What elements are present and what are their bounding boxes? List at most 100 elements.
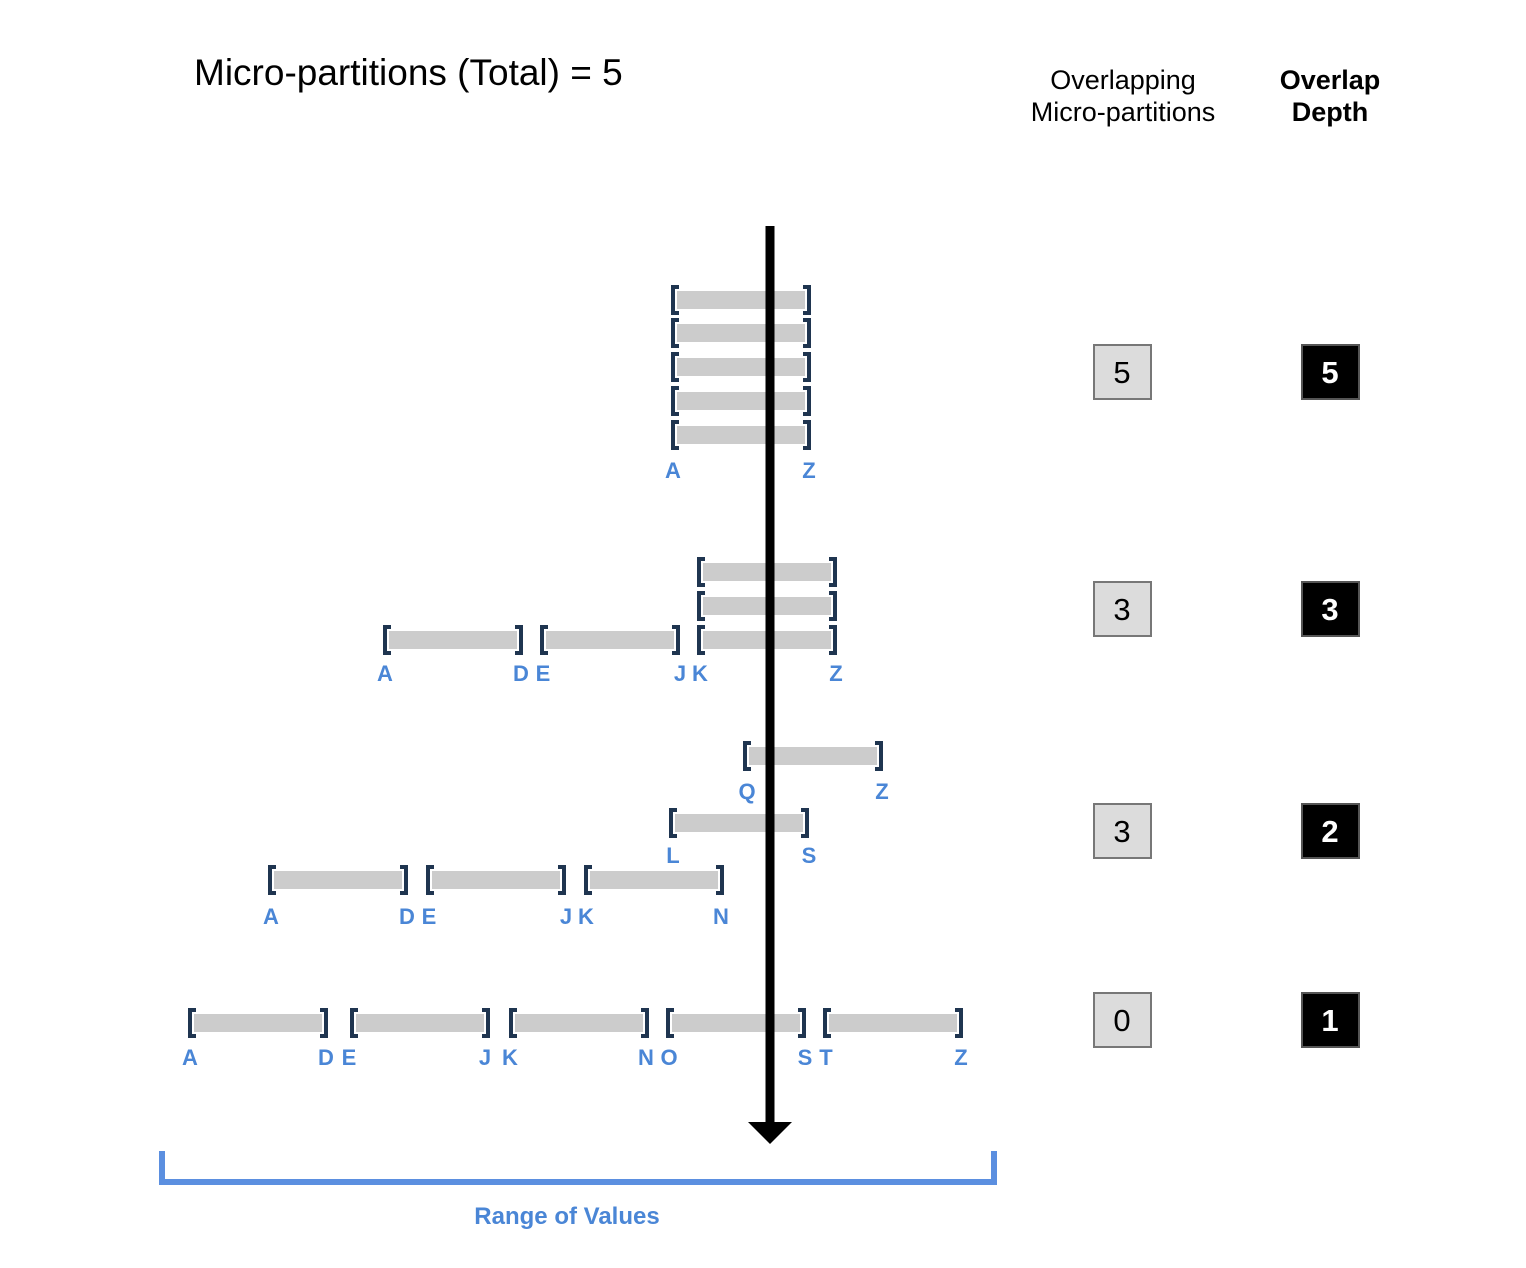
right-bracket-icon [803,285,811,315]
partition-bar [677,392,805,410]
range-letter-label: L [666,843,679,868]
right-bracket-icon [955,1008,963,1038]
right-bracket-icon [798,1008,806,1038]
right-bracket-icon [515,625,523,655]
overlapping-count-box: 0 [1093,992,1152,1048]
partition-bar [677,358,805,376]
right-bracket-icon [320,1008,328,1038]
left-bracket-icon [823,1008,831,1038]
overlap-depth-value: 5 [1321,355,1338,390]
range-letter-label: E [422,904,437,929]
overlap-depth-value: 1 [1321,1003,1338,1038]
range-letter-label: D [513,661,529,686]
micro-partition [509,1008,649,1038]
micro-partition [666,1008,806,1038]
overlap-depth-box: 5 [1301,344,1360,400]
right-bracket-icon [558,865,566,895]
overlapping-count-box-bg [1093,581,1152,637]
right-bracket-icon [801,808,809,838]
range-letter-label: D [318,1045,334,1070]
range-of-values-label: Range of Values [474,1203,659,1230]
partition-bar [590,871,718,889]
partition-bar [675,814,803,832]
partition-bar [194,1014,322,1032]
micro-partition [823,1008,963,1038]
overlapping-header-line2: Micro-partitions [1030,97,1216,127]
overlap-depth-header: Overlap Depth [1255,64,1405,128]
range-letter-label: A [665,458,681,483]
partition-bar [274,871,402,889]
overlap-depth-value: 2 [1321,814,1338,849]
depth-header-line2: Depth [1291,97,1369,127]
micro-partition [669,808,809,838]
overlapping-count-box-bg [1093,344,1152,400]
left-bracket-icon [584,865,592,895]
micro-partition [671,420,811,450]
right-bracket-icon [482,1008,490,1038]
right-bracket-icon [829,625,837,655]
range-letter-label: A [377,661,393,686]
range-letter-label: E [342,1045,357,1070]
range-letter-label: J [479,1045,491,1070]
range-letter-label: J [674,661,686,686]
right-bracket-icon [400,865,408,895]
overlapping-count-box: 5 [1093,344,1152,400]
left-bracket-icon [671,285,679,315]
right-bracket-icon [803,386,811,416]
range-bracket [159,1151,997,1185]
diagram-title: Micro-partitions (Total) = 5 [194,52,623,93]
partition-bar [829,1014,957,1032]
partition-bar [515,1014,643,1032]
partition-bar [546,631,674,649]
overlapping-partitions-header: Overlapping Micro-partitions [1008,64,1238,128]
overlapping-count-box-bg [1093,992,1152,1048]
left-bracket-icon [383,625,391,655]
overlap-depth-box-bg [1301,581,1360,637]
partition-bar [432,871,560,889]
overlapping-count-value: 3 [1113,814,1130,849]
left-bracket-icon [509,1008,517,1038]
micro-partition [540,625,680,655]
range-letter-label: A [182,1045,198,1070]
micro-partition [188,1008,328,1038]
partition-bar [672,1014,800,1032]
micro-partition [671,285,811,315]
partition-bar [356,1014,484,1032]
left-bracket-icon [666,1008,674,1038]
scenario-1 [671,285,811,450]
range-letter-label: Z [875,779,888,804]
overlapping-count-box-bg [1093,803,1152,859]
partition-bar [677,426,805,444]
partitions-layer [188,285,963,1038]
right-bracket-icon [803,318,811,348]
micro-partition [671,352,811,382]
count-boxes-layer: 5 5 3 3 3 2 0 1 [1093,344,1360,1048]
overlapping-count-value: 3 [1113,592,1130,627]
left-bracket-icon [669,808,677,838]
partition-bar [677,291,805,309]
micro-partition [671,386,811,416]
depth-header-line1: Overlap [1279,65,1381,95]
range-letter-label: A [263,904,279,929]
right-bracket-icon [803,352,811,382]
range-letter-label: K [692,661,708,686]
left-bracket-icon [697,557,705,587]
range-letter-label: K [578,904,594,929]
micro-partition [268,865,408,895]
right-bracket-icon [803,420,811,450]
depth-axis [748,226,792,1144]
left-bracket-icon [188,1008,196,1038]
micro-partition [383,625,523,655]
labels-layer: A ZA D E J K ZQ ZL SA D E J K NA D E J K N O S T Z [182,458,968,1070]
overlap-depth-box: 1 [1301,992,1360,1048]
left-bracket-icon [671,352,679,382]
range-letter-label: S [798,1045,813,1070]
left-bracket-icon [540,625,548,655]
range-letter-label: T [819,1045,833,1070]
range-of-values: Range of Values [159,1151,997,1230]
micro-partition [743,741,883,771]
partition-bar [677,324,805,342]
range-letter-label: K [502,1045,518,1070]
range-letter-label: J [560,904,572,929]
